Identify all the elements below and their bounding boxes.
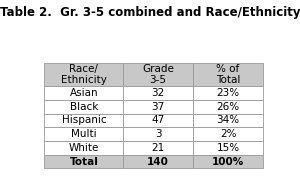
- Text: 23%: 23%: [217, 88, 240, 98]
- Text: % of
Total: % of Total: [216, 64, 240, 85]
- Bar: [123, 63, 193, 86]
- Bar: [193, 86, 263, 100]
- Bar: [193, 113, 263, 127]
- Bar: [123, 127, 193, 141]
- Bar: [123, 100, 193, 113]
- Text: 100%: 100%: [212, 157, 244, 167]
- Text: 26%: 26%: [217, 102, 240, 112]
- Text: Asian: Asian: [70, 88, 98, 98]
- Bar: [123, 86, 193, 100]
- Text: 47: 47: [152, 115, 165, 125]
- Text: Hispanic: Hispanic: [61, 115, 106, 125]
- Bar: [193, 63, 263, 86]
- Text: Multi: Multi: [71, 129, 97, 139]
- Text: Table 2.  Gr. 3-5 combined and Race/Ethnicity: Table 2. Gr. 3-5 combined and Race/Ethni…: [0, 6, 300, 19]
- Text: 140: 140: [147, 157, 169, 167]
- Text: 15%: 15%: [217, 143, 240, 153]
- Text: 37: 37: [152, 102, 165, 112]
- Bar: [44, 86, 123, 100]
- Text: 2%: 2%: [220, 129, 236, 139]
- Text: 21: 21: [152, 143, 165, 153]
- Bar: [193, 127, 263, 141]
- Text: Black: Black: [70, 102, 98, 112]
- Bar: [44, 100, 123, 113]
- Text: Grade
3-5: Grade 3-5: [142, 64, 174, 85]
- Bar: [44, 113, 123, 127]
- Text: Total: Total: [69, 157, 98, 167]
- Text: 34%: 34%: [217, 115, 240, 125]
- Bar: [193, 141, 263, 155]
- Bar: [44, 63, 123, 86]
- Bar: [193, 100, 263, 113]
- Bar: [44, 141, 123, 155]
- Bar: [44, 127, 123, 141]
- Text: 32: 32: [152, 88, 165, 98]
- Text: Race/
Ethnicity: Race/ Ethnicity: [61, 64, 107, 85]
- Bar: [123, 155, 193, 168]
- Text: 3: 3: [155, 129, 161, 139]
- Bar: [44, 155, 123, 168]
- Text: White: White: [69, 143, 99, 153]
- Bar: [123, 141, 193, 155]
- Bar: [193, 155, 263, 168]
- Bar: [123, 113, 193, 127]
